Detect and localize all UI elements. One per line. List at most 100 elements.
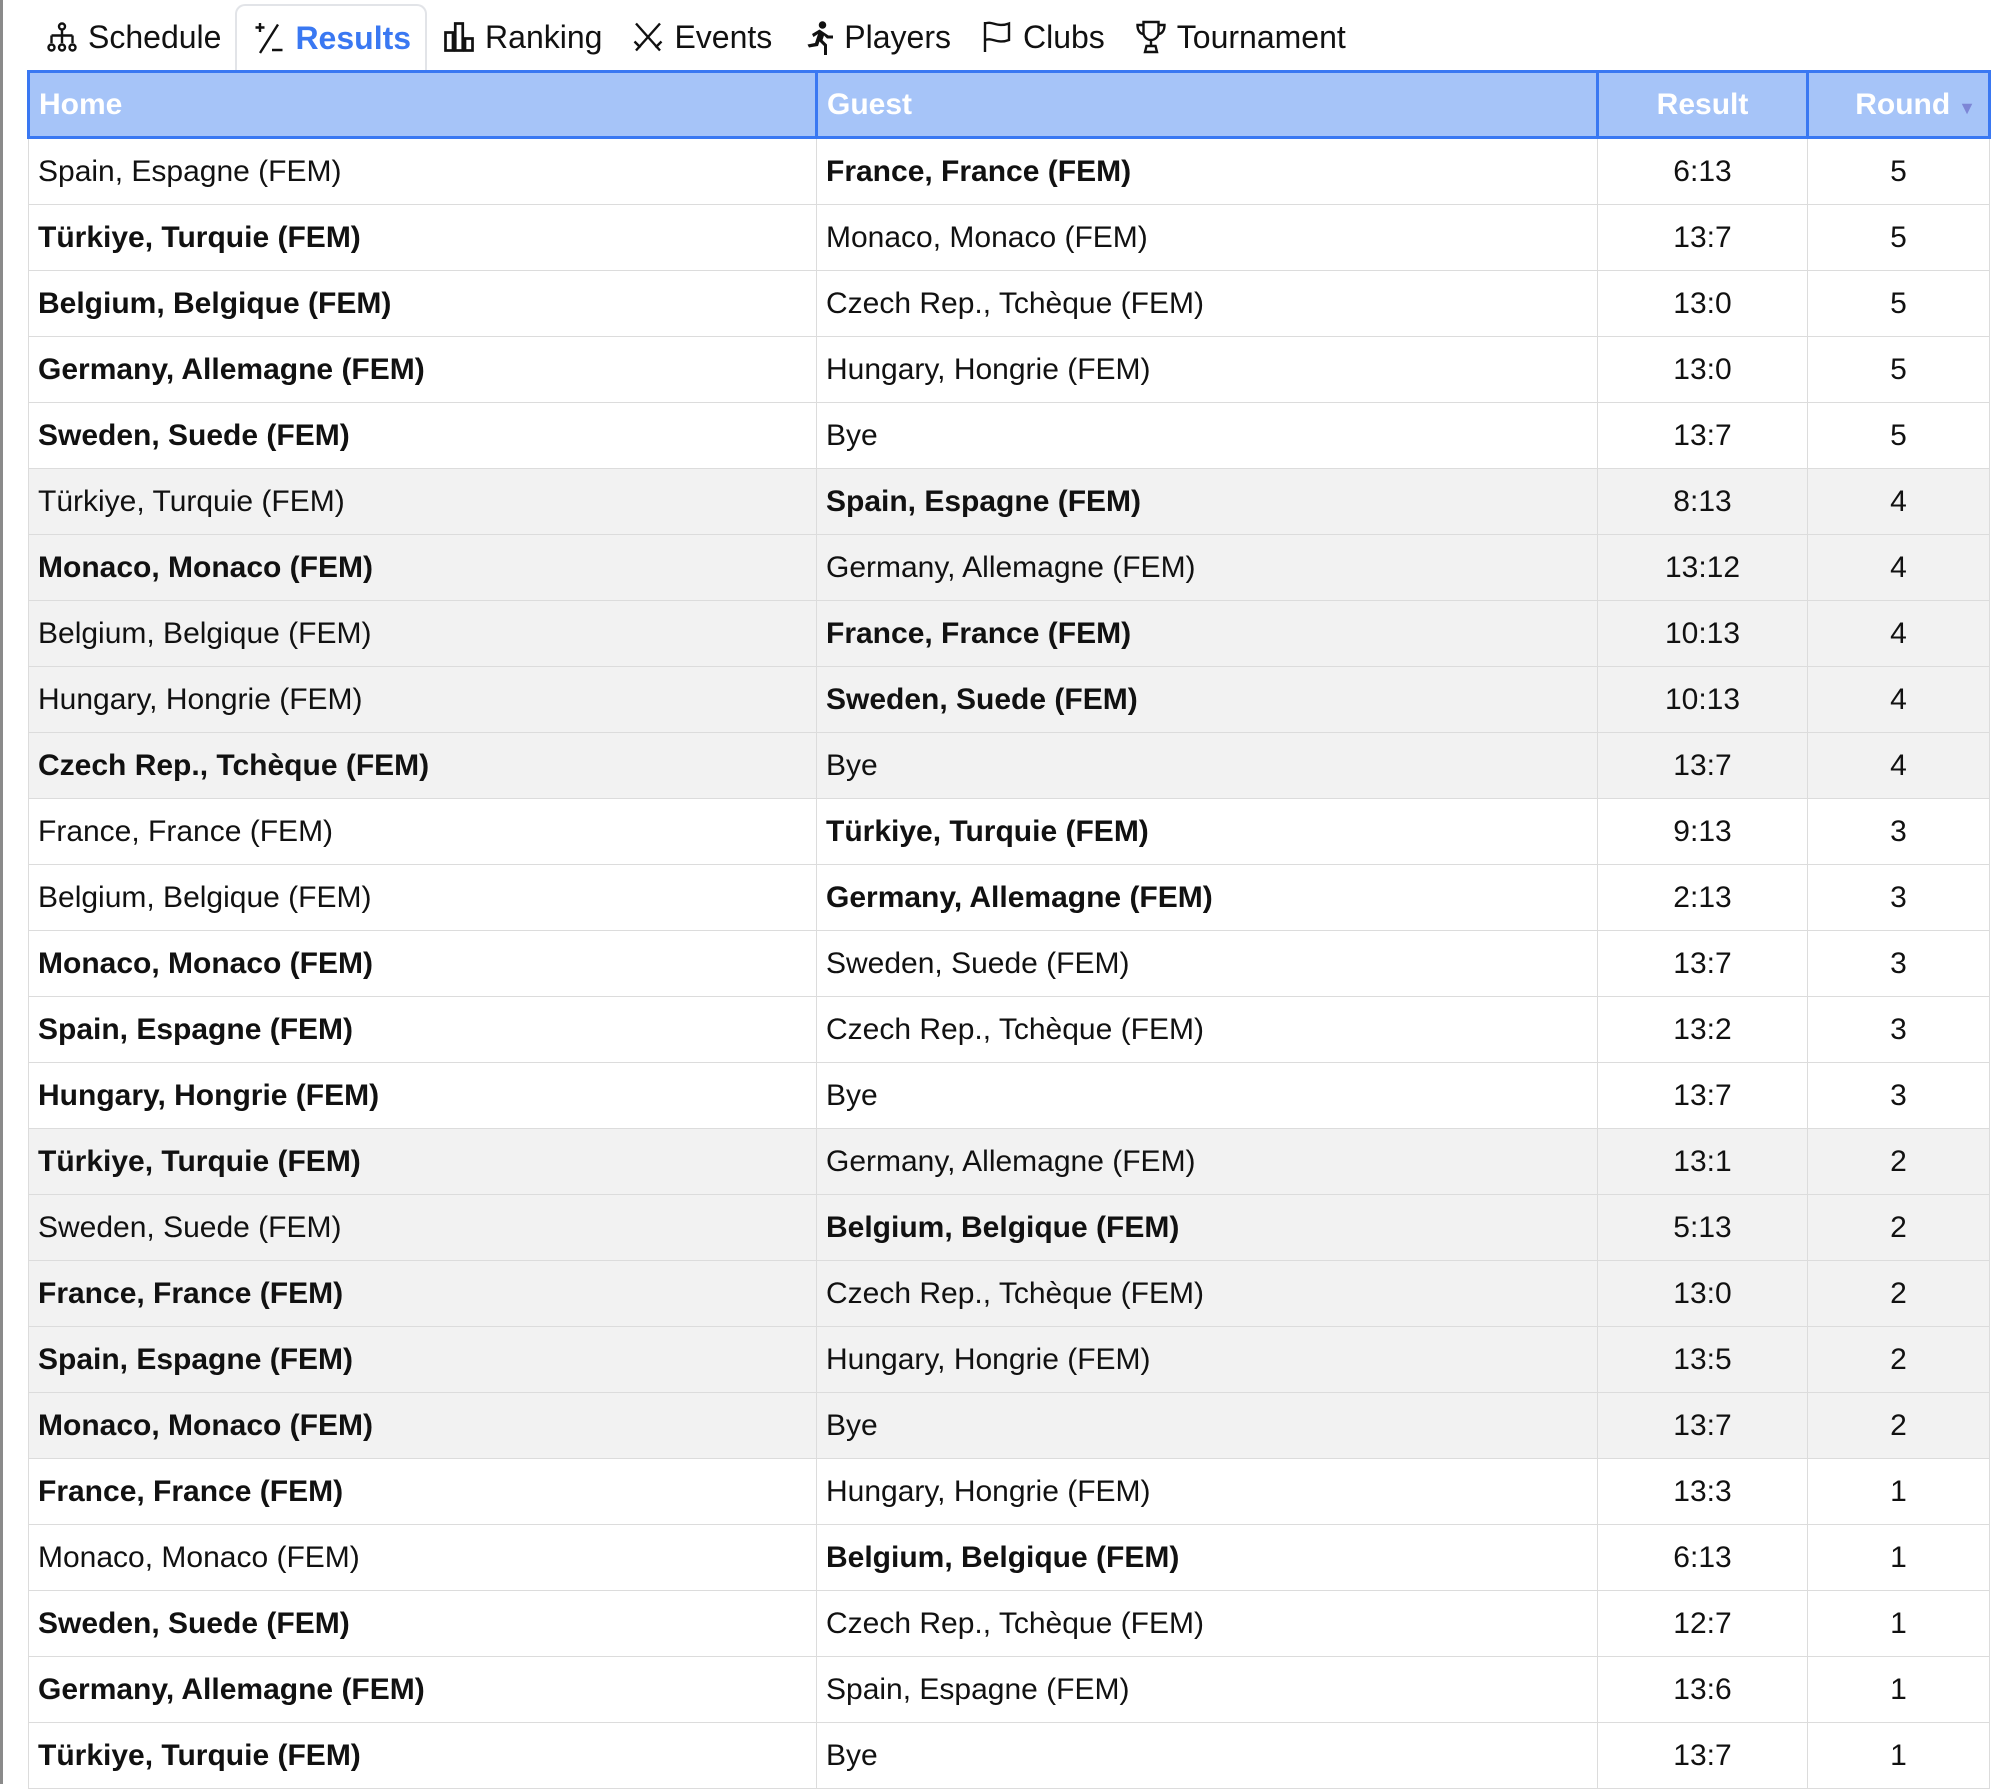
table-row[interactable]: Türkiye, Turquie (FEM) Bye 13:7 1 <box>28 1722 1990 1789</box>
guest-team-cell: Czech Rep., Tchèque (FEM) <box>816 1260 1598 1327</box>
round-cell: 2 <box>1807 1392 1990 1459</box>
table-row[interactable]: Hungary, Hongrie (FEM) Sweden, Suede (FEM… <box>28 666 1990 733</box>
column-header-guest[interactable]: Guest <box>815 70 1599 139</box>
guest-team-cell: Sweden, Suede (FEM) <box>816 666 1598 733</box>
table-row[interactable]: Spain, Espagne (FEM) Hungary, Hongrie (FE… <box>28 1326 1990 1393</box>
guest-team-cell: Spain, Espagne (FEM) <box>816 1656 1598 1723</box>
result-cell: 13:1 <box>1597 1128 1808 1195</box>
table-row[interactable]: France, France (FEM) Czech Rep., Tchèque … <box>28 1260 1990 1327</box>
column-header-result[interactable]: Result <box>1596 70 1809 139</box>
tab-clubs[interactable]: Clubs <box>965 4 1119 70</box>
tab-label: Ranking <box>485 18 603 55</box>
table-row[interactable]: Belgium, Belgique (FEM) Czech Rep., Tchèq… <box>28 270 1990 337</box>
guest-team-cell: Bye <box>816 1722 1598 1789</box>
home-team-cell: Hungary, Hongrie (FEM) <box>28 1062 817 1129</box>
tab-events[interactable]: Events <box>616 4 786 70</box>
result-cell: 10:13 <box>1597 600 1808 667</box>
result-cell: 13:6 <box>1597 1656 1808 1723</box>
table-header-row: Home Guest Result Round ▼ <box>27 70 1991 139</box>
table-row[interactable]: Germany, Allemagne (FEM) Hungary, Hongrie… <box>28 336 1990 403</box>
trophy-icon <box>1133 19 1169 55</box>
sort-descending-icon[interactable]: ▼ <box>1958 97 1976 118</box>
bar-chart-icon <box>441 19 477 55</box>
tab-label: Results <box>295 19 412 56</box>
round-cell: 3 <box>1807 864 1990 931</box>
guest-team-cell: Bye <box>816 1392 1598 1459</box>
round-cell: 2 <box>1807 1194 1990 1261</box>
table-row[interactable]: France, France (FEM) Hungary, Hongrie (FE… <box>28 1458 1990 1525</box>
table-row[interactable]: Sweden, Suede (FEM) Czech Rep., Tchèque (… <box>28 1590 1990 1657</box>
table-row[interactable]: Spain, Espagne (FEM) France, France (FEM)… <box>28 137 1990 205</box>
tab-label: Events <box>674 18 773 55</box>
result-cell: 13:3 <box>1597 1458 1808 1525</box>
home-team-cell: France, France (FEM) <box>28 1458 817 1525</box>
home-team-cell: Spain, Espagne (FEM) <box>28 137 817 205</box>
guest-team-cell: Belgium, Belgique (FEM) <box>816 1524 1598 1591</box>
table-row[interactable]: Belgium, Belgique (FEM) France, France (F… <box>28 600 1990 667</box>
result-cell: 12:7 <box>1597 1590 1808 1657</box>
result-cell: 13:7 <box>1597 1062 1808 1129</box>
result-cell: 13:7 <box>1597 204 1808 271</box>
result-cell: 8:13 <box>1597 468 1808 535</box>
round-cell: 2 <box>1807 1128 1990 1195</box>
round-cell: 3 <box>1807 930 1990 997</box>
result-cell: 13:0 <box>1597 1260 1808 1327</box>
round-cell: 1 <box>1807 1590 1990 1657</box>
table-row[interactable]: Monaco, Monaco (FEM) Bye 13:7 2 <box>28 1392 1990 1459</box>
result-cell: 13:12 <box>1597 534 1808 601</box>
round-cell: 4 <box>1807 468 1990 535</box>
tab-schedule[interactable]: Schedule <box>30 4 235 70</box>
column-header-home[interactable]: Home <box>27 70 818 139</box>
round-cell: 4 <box>1807 600 1990 667</box>
guest-team-cell: Germany, Allemagne (FEM) <box>816 864 1598 931</box>
plus-minus-icon <box>251 20 287 56</box>
table-row[interactable]: Sweden, Suede (FEM) Bye 13:7 5 <box>28 402 1990 469</box>
round-cell: 4 <box>1807 732 1990 799</box>
round-cell: 5 <box>1807 336 1990 403</box>
table-row[interactable]: Germany, Allemagne (FEM) Spain, Espagne (… <box>28 1656 1990 1723</box>
round-cell: 4 <box>1807 666 1990 733</box>
home-team-cell: Germany, Allemagne (FEM) <box>28 336 817 403</box>
home-team-cell: France, France (FEM) <box>28 798 817 865</box>
table-row[interactable]: Spain, Espagne (FEM) Czech Rep., Tchèque … <box>28 996 1990 1063</box>
guest-team-cell: Czech Rep., Tchèque (FEM) <box>816 996 1598 1063</box>
guest-team-cell: France, France (FEM) <box>816 600 1598 667</box>
schedule-tree-icon <box>44 19 80 55</box>
result-cell: 2:13 <box>1597 864 1808 931</box>
table-row[interactable]: Czech Rep., Tchèque (FEM) Bye 13:7 4 <box>28 732 1990 799</box>
table-row[interactable]: Monaco, Monaco (FEM) Germany, Allemagne (… <box>28 534 1990 601</box>
result-cell: 13:0 <box>1597 270 1808 337</box>
home-team-cell: Hungary, Hongrie (FEM) <box>28 666 817 733</box>
home-team-cell: Spain, Espagne (FEM) <box>28 1326 817 1393</box>
home-team-cell: Belgium, Belgique (FEM) <box>28 600 817 667</box>
result-cell: 13:2 <box>1597 996 1808 1063</box>
tab-results[interactable]: Results <box>235 4 428 70</box>
guest-team-cell: Hungary, Hongrie (FEM) <box>816 1458 1598 1525</box>
tab-tournament[interactable]: Tournament <box>1119 4 1360 70</box>
result-cell: 13:7 <box>1597 1722 1808 1789</box>
guest-team-cell: Bye <box>816 1062 1598 1129</box>
table-row[interactable]: Türkiye, Turquie (FEM) Spain, Espagne (FE… <box>28 468 1990 535</box>
guest-team-cell: France, France (FEM) <box>816 137 1598 205</box>
tab-players[interactable]: Players <box>786 4 965 70</box>
result-cell: 13:7 <box>1597 732 1808 799</box>
table-row[interactable]: Türkiye, Turquie (FEM) Monaco, Monaco (FE… <box>28 204 1990 271</box>
result-cell: 13:0 <box>1597 336 1808 403</box>
home-team-cell: Türkiye, Turquie (FEM) <box>28 468 817 535</box>
table-row[interactable]: France, France (FEM) Türkiye, Turquie (FE… <box>28 798 1990 865</box>
results-table: Home Guest Result Round ▼ Spain, Espagne … <box>27 70 1991 1789</box>
table-row[interactable]: Belgium, Belgique (FEM) Germany, Allemagn… <box>28 864 1990 931</box>
round-cell: 1 <box>1807 1656 1990 1723</box>
table-row[interactable]: Monaco, Monaco (FEM) Sweden, Suede (FEM) 1… <box>28 930 1990 997</box>
column-header-round[interactable]: Round ▼ <box>1806 70 1991 139</box>
home-team-cell: Monaco, Monaco (FEM) <box>28 930 817 997</box>
table-row[interactable]: Sweden, Suede (FEM) Belgium, Belgique (FE… <box>28 1194 1990 1261</box>
table-row[interactable]: Hungary, Hongrie (FEM) Bye 13:7 3 <box>28 1062 1990 1129</box>
round-cell: 4 <box>1807 534 1990 601</box>
tab-ranking[interactable]: Ranking <box>427 4 616 70</box>
flag-icon <box>979 19 1015 55</box>
round-cell: 3 <box>1807 996 1990 1063</box>
home-team-cell: Germany, Allemagne (FEM) <box>28 1656 817 1723</box>
table-row[interactable]: Monaco, Monaco (FEM) Belgium, Belgique (F… <box>28 1524 1990 1591</box>
table-row[interactable]: Türkiye, Turquie (FEM) Germany, Allemagne… <box>28 1128 1990 1195</box>
